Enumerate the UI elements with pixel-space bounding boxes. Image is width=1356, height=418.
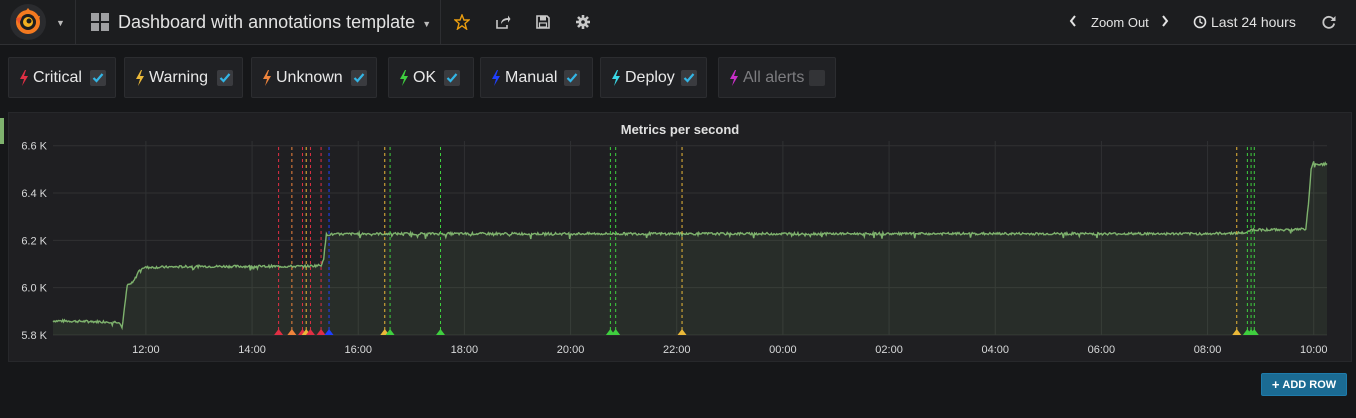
y-tick-label: 6.6 K [21, 141, 47, 153]
annotation-marker [316, 329, 326, 335]
bolt-icon [136, 69, 144, 86]
x-tick-label: 20:00 [557, 344, 585, 356]
x-tick-label: 04:00 [981, 344, 1009, 356]
grafana-menu-button[interactable]: ▼ [8, 3, 74, 41]
annotation-toggle-manual[interactable]: Manual [480, 57, 593, 98]
row-collapse-handle[interactable] [0, 118, 4, 144]
annotation-marker [611, 329, 621, 335]
bolt-icon [612, 69, 620, 86]
x-tick-label: 02:00 [875, 344, 903, 356]
settings-button[interactable] [573, 12, 593, 32]
x-tick-label: 14:00 [238, 344, 266, 356]
check-icon [353, 73, 365, 83]
graph-panel: Metrics per second 5.8 K 6.0 K 6.2 K 6.4 K 6… [8, 112, 1352, 362]
annotation-toggle-critical[interactable]: Critical [8, 57, 116, 98]
y-tick-label: 6.0 K [21, 283, 47, 295]
x-tick-label: 22:00 [663, 344, 691, 356]
check-icon [566, 73, 578, 83]
grafana-logo-icon [10, 4, 46, 40]
annotation-toggle-ok[interactable]: OK [388, 57, 474, 98]
plus-icon: + [1271, 377, 1280, 392]
x-tick-label: 16:00 [344, 344, 372, 356]
gear-icon [576, 15, 590, 29]
menu-caret-icon: ▼ [56, 18, 65, 28]
save-button[interactable] [533, 12, 553, 32]
bolt-icon [492, 69, 500, 86]
annotation-marker [436, 329, 446, 335]
y-tick-label: 5.8 K [21, 330, 47, 342]
annotation-marker [324, 329, 334, 335]
divider [75, 0, 76, 44]
star-icon [454, 14, 470, 30]
annotation-toggle-all-alerts[interactable]: All alerts [718, 57, 836, 98]
chevron-left-icon [1069, 14, 1076, 27]
bolt-icon [730, 69, 738, 86]
annotation-label: Manual [505, 68, 558, 86]
series-line [52, 161, 1328, 331]
check-icon [446, 73, 458, 83]
share-icon [496, 15, 511, 29]
check-icon [683, 73, 695, 83]
chevron-right-icon [1162, 14, 1169, 27]
dashboard-title: Dashboard with annotations template [118, 11, 416, 32]
share-button[interactable] [493, 12, 513, 32]
bolt-icon [263, 69, 271, 86]
dashboard-grid-icon [91, 13, 109, 31]
add-row-button[interactable]: + ADD ROW [1261, 373, 1347, 396]
dashboard-title-button[interactable]: Dashboard with annotations template ▼ [90, 0, 431, 44]
y-tick-label: 6.2 K [21, 235, 47, 247]
annotation-marker [274, 329, 284, 335]
annotation-checkbox[interactable] [681, 70, 697, 86]
add-row-label: ADD ROW [1282, 378, 1337, 391]
time-picker-button[interactable]: Last 24 hours [1193, 0, 1296, 44]
annotation-checkbox[interactable] [444, 70, 460, 86]
x-tick-label: 12:00 [132, 344, 160, 356]
refresh-icon [1322, 15, 1336, 29]
annotation-label: Critical [33, 68, 82, 86]
star-button[interactable] [452, 12, 472, 32]
bolt-icon [20, 69, 28, 86]
annotation-marker [1232, 329, 1242, 335]
annotation-toggle-deploy[interactable]: Deploy [600, 57, 707, 98]
check-icon [219, 73, 231, 83]
save-icon [536, 15, 550, 29]
panel-title[interactable]: Metrics per second [620, 122, 740, 137]
series-area [53, 161, 1327, 335]
annotation-checkbox[interactable] [217, 70, 233, 86]
y-tick-label: 6.4 K [21, 188, 47, 200]
title-caret-icon: ▼ [422, 19, 432, 29]
annotation-checkbox[interactable] [564, 70, 580, 86]
top-navbar: ▼ Dashboard with annotations template ▼ [0, 0, 1356, 45]
zoom-forward-button[interactable] [1160, 14, 1170, 31]
divider [440, 0, 441, 44]
zoom-out-button[interactable]: Zoom Out [1091, 14, 1149, 30]
annotation-toggle-warning[interactable]: Warning [124, 57, 243, 98]
bolt-icon [400, 69, 408, 86]
clock-icon [1193, 15, 1207, 29]
x-tick-label: 08:00 [1194, 344, 1222, 356]
annotation-label: Deploy [625, 68, 675, 86]
x-tick-label: 06:00 [1088, 344, 1116, 356]
x-tick-label: 18:00 [451, 344, 479, 356]
x-tick-label: 10:00 [1300, 344, 1328, 356]
zoom-back-button[interactable] [1068, 14, 1078, 31]
time-range-label: Last 24 hours [1211, 14, 1296, 30]
annotation-marker [677, 329, 687, 335]
annotation-label: Warning [149, 68, 208, 86]
check-icon [92, 73, 104, 83]
annotation-checkbox[interactable] [90, 70, 106, 86]
refresh-button[interactable] [1319, 12, 1339, 32]
annotation-marker [305, 329, 315, 335]
annotation-label: OK [413, 68, 437, 86]
annotation-toggle-unknown[interactable]: Unknown [251, 57, 377, 98]
annotation-checkbox[interactable] [351, 70, 367, 86]
metrics-chart[interactable]: 5.8 K 6.0 K 6.2 K 6.4 K 6.6 K 12:00 14:00 16:00… [9, 113, 1351, 361]
annotation-marker [1249, 329, 1259, 335]
annotation-label: All alerts [743, 68, 805, 86]
annotation-marker [287, 329, 297, 335]
x-tick-label: 00:00 [769, 344, 797, 356]
annotation-marker [385, 329, 395, 335]
annotation-label: Unknown [276, 68, 343, 86]
annotation-checkbox[interactable] [809, 70, 825, 86]
